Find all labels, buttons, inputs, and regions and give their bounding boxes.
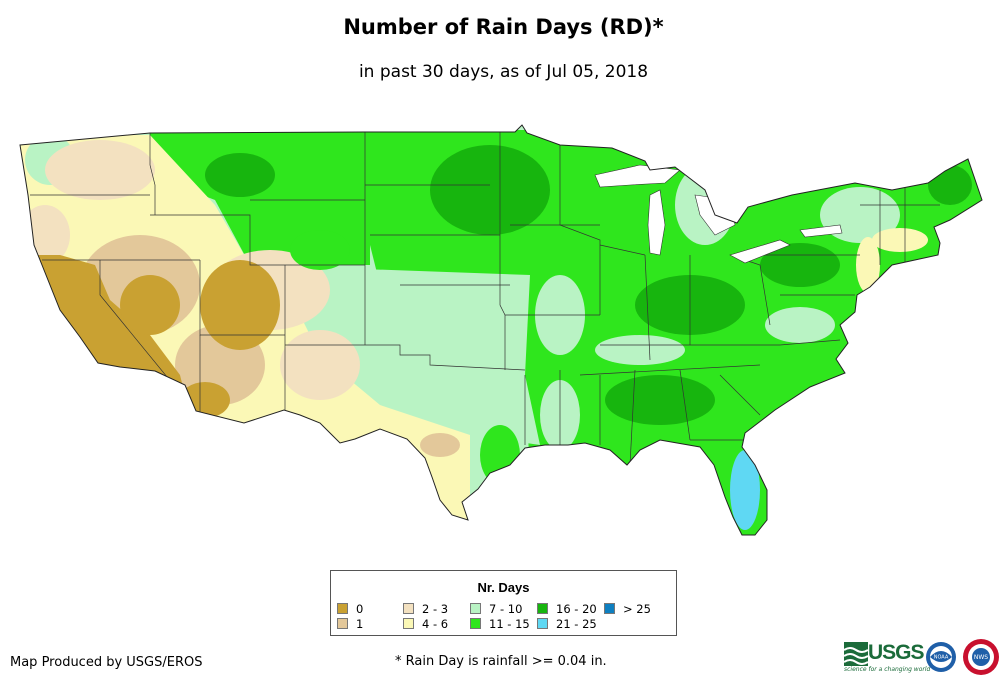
region-16-20-southeast <box>605 375 715 425</box>
legend-swatch-7-10 <box>470 603 481 614</box>
noaa-logo-text: NOAA <box>934 655 949 661</box>
legend-swatch-11-15 <box>470 618 481 629</box>
legend-swatch-0 <box>337 603 348 614</box>
legend-swatch-21-25 <box>537 618 548 629</box>
region-7-10-tn <box>595 335 685 365</box>
region-2-3-oregon <box>45 140 155 200</box>
usgs-logo: USGS science for a changing world <box>842 640 930 676</box>
legend-label-0: 0 <box>356 602 364 616</box>
region-2-3-new-mexico <box>280 330 360 400</box>
legend-label-over-25: > 25 <box>623 602 651 616</box>
legend-item-0: 0 <box>337 603 363 616</box>
legend-item-7-10: 7 - 10 <box>470 603 522 616</box>
legend-title: Nr. Days <box>477 580 530 595</box>
legend-item-over-25: > 25 <box>604 603 651 616</box>
lake-ontario <box>799 224 843 238</box>
legend-swatch-16-20 <box>537 603 548 614</box>
legend: Nr. Days 0 1 2 - 3 4 - 6 7 - 10 11 - 15 … <box>330 570 677 636</box>
region-1-texas <box>420 433 460 457</box>
region-0-california-nevada <box>28 255 190 415</box>
legend-item-16-20: 16 - 20 <box>537 603 597 616</box>
usgs-tagline: science for a changing world <box>844 666 931 673</box>
legend-item-21-25: 21 - 25 <box>537 618 597 631</box>
usgs-wordmark: USGS <box>868 641 925 664</box>
region-16-20-ohio <box>760 243 840 287</box>
map-subtitle: in past 30 days, as of Jul 05, 2018 <box>358 62 649 82</box>
nws-logo-icon: NWS <box>963 639 999 675</box>
legend-swatch-4-6 <box>403 618 414 629</box>
region-7-10-plains <box>250 265 540 445</box>
legend-item-4-6: 4 - 6 <box>403 618 448 631</box>
region-16-20-mt <box>205 153 275 197</box>
map-credit: Map Produced by USGS/EROS <box>10 655 203 670</box>
map-title: Number of Rain Days (RD)* <box>343 15 664 39</box>
noaa-logo-icon: NOAA <box>926 642 956 672</box>
legend-label-16-20: 16 - 20 <box>556 602 597 616</box>
region-11-15-colorado <box>290 230 350 270</box>
rain-days-map <box>19 124 983 536</box>
legend-label-11-15: 11 - 15 <box>489 617 530 631</box>
nws-logo-text: NWS <box>974 654 988 661</box>
usgs-wave-icon <box>844 642 868 666</box>
state-boundaries <box>30 132 940 466</box>
region-21-25-florida <box>730 450 760 530</box>
legend-label-21-25: 21 - 25 <box>556 617 597 631</box>
map-fill <box>20 125 982 535</box>
legend-item-2-3: 2 - 3 <box>403 603 448 616</box>
region-0-utah <box>200 260 280 350</box>
legend-label-2-3: 2 - 3 <box>422 602 449 616</box>
region-4-6-new-england <box>872 228 928 252</box>
region-northern-plains <box>150 125 370 265</box>
lake-michigan <box>647 189 666 256</box>
legend-label-1: 1 <box>356 617 364 631</box>
region-16-20-ne <box>928 165 972 205</box>
legend-label-4-6: 4 - 6 <box>422 617 449 631</box>
footnote: * Rain Day is rainfall >= 0.04 in. <box>395 654 607 669</box>
region-11-15-texas-east <box>480 425 520 485</box>
legend-swatch-over-25 <box>604 603 615 614</box>
legend-swatch-2-3 <box>403 603 414 614</box>
legend-item-11-15: 11 - 15 <box>470 618 530 631</box>
us-outline <box>19 124 983 536</box>
lake-superior <box>594 164 681 188</box>
legend-swatch-1 <box>337 618 348 629</box>
region-16-20-nd <box>430 145 550 235</box>
region-7-10-va <box>765 307 835 343</box>
region-4-6-mid-atlantic <box>856 237 880 293</box>
region-0-arizona-south <box>180 382 230 418</box>
region-0-nevada <box>120 275 180 335</box>
lake-erie <box>729 239 791 264</box>
legend-item-1: 1 <box>337 618 363 631</box>
legend-label-7-10: 7 - 10 <box>489 602 523 616</box>
